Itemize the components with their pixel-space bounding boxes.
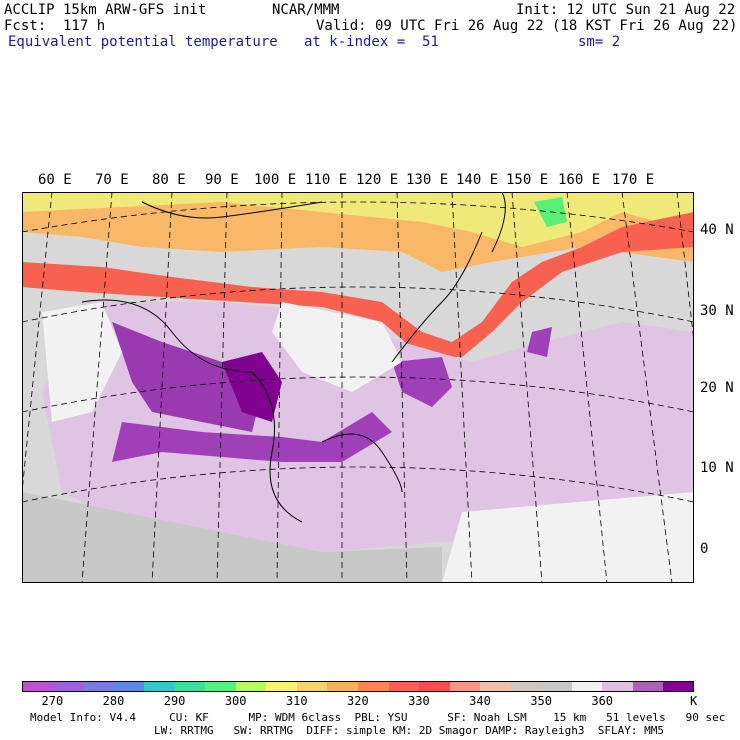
lon-label: 130 E [406,172,449,188]
lon-label: 150 E [506,172,549,188]
colorbar-swatch [541,681,572,692]
model-title: ACCLIP 15km ARW-GFS init [4,2,207,18]
model-info-line1: Model Info: V4.4 CU: KF MP: WDM 6class P… [30,711,726,724]
lon-label: 90 E [205,172,239,188]
colorbar-swatch [632,681,664,692]
colorbar-tick-label: 340 [469,694,491,708]
colorbar-tick-label: 270 [41,694,64,708]
lat-label: 40 N [700,222,734,238]
north-orange-band [22,202,694,272]
lon-label: 60 E [38,172,72,188]
colorbar-swatch [571,681,603,692]
lon-label: 170 E [612,172,655,188]
colorbar-swatch [174,681,206,692]
colorbar-swatch [296,681,328,692]
lon-label: 100 E [254,172,297,188]
convection-region-2 [222,352,282,422]
lon-label: 120 E [356,172,399,188]
map-frame [22,192,694,583]
colorbar-tick-label: 300 [224,694,247,708]
lat-label: 20 N [700,380,734,396]
field-name: Equivalent potential temperature [8,34,278,50]
lat-label: 30 N [700,303,734,319]
lon-label: 110 E [305,172,348,188]
colorbar-unit: K [690,694,698,708]
org-label: NCAR/MMM [272,2,340,18]
colorbar-swatch [235,681,267,692]
convection-region-1 [112,322,262,432]
colorbar-swatch [113,681,145,692]
colorbar-swatch [663,681,694,692]
model-info-line2: LW: RRTMG SW: RRTMG DIFF: simple KM: 2D … [154,724,664,737]
lon-label: 140 E [456,172,499,188]
colorbar-swatch [22,681,53,692]
colorbar-swatch [449,681,481,692]
init-time: Init: 12 UTC Sun 21 Aug 22 [516,2,736,18]
graticule [22,192,694,583]
convection-region-4 [392,357,452,407]
convection-region-5 [527,327,552,357]
colorbar-swatch [388,681,420,692]
lat-label: 0 [700,541,709,557]
colorbar-tick-label: 330 [408,694,430,708]
lon-label: 80 E [152,172,186,188]
convection-region-3 [112,412,392,462]
white-area-2 [272,302,402,392]
valid-time: Valid: 09 UTC Fri 26 Aug 22 (18 KST Fri … [316,18,738,34]
colorbar-swatch [419,681,450,692]
lon-label: 70 E [95,172,129,188]
white-area-1 [42,302,122,422]
forecast-hour: Fcst: 117 h [4,18,106,34]
colorbar-swatch [480,681,511,692]
coastlines [81,192,506,523]
white-area-3 [442,492,694,583]
colorbar-swatch [358,681,389,692]
colorbar-swatch [266,681,297,692]
colorbar-tick-label: 280 [102,694,125,708]
colorbar-tick-label: 290 [163,694,186,708]
colorbar-swatch [602,681,633,692]
colorbar-swatch [327,681,358,692]
colorbar-tick-label: 350 [530,694,552,708]
k-index-label: at k-index = 51 [304,34,439,50]
colorbar-swatch [52,681,84,692]
map-panel [22,192,694,583]
colorbar-swatch [83,681,114,692]
colorbar-swatch [205,681,236,692]
colorbar-tick-label: 310 [285,694,308,708]
colorbar-tick-label: 320 [347,694,369,708]
gray-south [22,492,442,583]
colorbar-swatch [144,681,175,692]
colorbar-swatch [510,681,542,692]
smoothing-label: sm= 2 [578,34,621,50]
colorbar-tick-label: 360 [591,694,614,708]
lon-label: 160 E [558,172,601,188]
lat-label: 10 N [700,460,734,476]
